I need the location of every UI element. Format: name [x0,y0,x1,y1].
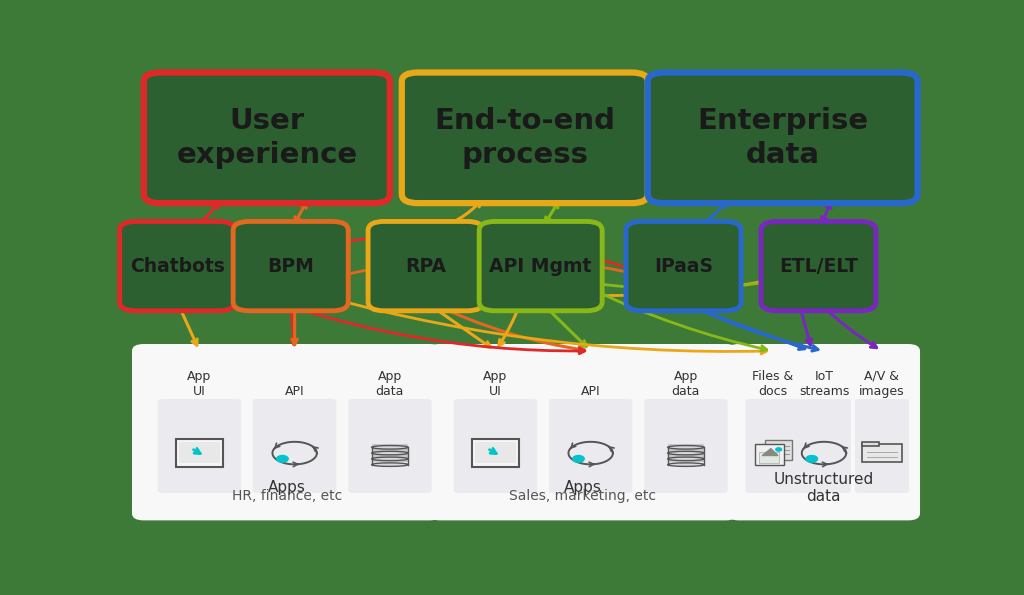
FancyBboxPatch shape [479,221,602,311]
Text: App
UI: App UI [187,369,212,397]
Bar [179,442,220,463]
FancyBboxPatch shape [454,399,538,493]
FancyBboxPatch shape [132,344,441,521]
Text: Unstructured
data: Unstructured data [773,472,873,504]
Bar [862,444,902,462]
FancyBboxPatch shape [253,399,336,493]
Text: BPM: BPM [267,256,314,275]
FancyBboxPatch shape [855,399,909,493]
Text: HR, finance, etc: HR, finance, etc [231,489,342,503]
FancyBboxPatch shape [648,73,918,203]
Text: Enterprise
data: Enterprise data [697,107,868,169]
FancyBboxPatch shape [368,221,483,311]
Ellipse shape [668,446,705,449]
Circle shape [276,456,288,462]
Bar [668,444,705,450]
Text: API: API [581,384,600,397]
Text: Sales, marketing, etc: Sales, marketing, etc [509,489,656,503]
Polygon shape [762,449,778,456]
Text: IoT
streams: IoT streams [799,369,849,397]
Bar [472,439,519,467]
Bar [668,450,705,456]
Bar [755,444,783,465]
Text: IPaaS: IPaaS [654,256,713,275]
Bar [668,456,705,462]
Ellipse shape [668,457,705,461]
FancyBboxPatch shape [401,73,648,203]
Bar [176,439,223,467]
Text: End-to-end
process: End-to-end process [434,107,615,169]
Text: App
data: App data [376,369,404,397]
FancyBboxPatch shape [644,399,728,493]
Text: Files &
docs: Files & docs [752,369,793,397]
FancyBboxPatch shape [761,221,876,311]
Bar [759,452,779,462]
Bar [372,456,409,462]
Text: API: API [285,384,304,397]
FancyBboxPatch shape [549,399,633,493]
FancyBboxPatch shape [797,399,851,493]
Bar [862,442,879,446]
Text: App
UI: App UI [483,369,508,397]
Text: Apps: Apps [564,480,602,496]
FancyBboxPatch shape [626,221,741,311]
FancyBboxPatch shape [120,221,234,311]
FancyBboxPatch shape [727,344,920,521]
Ellipse shape [668,463,705,466]
Bar [372,450,409,456]
Ellipse shape [372,463,409,466]
Circle shape [806,456,817,462]
FancyBboxPatch shape [233,221,348,311]
Ellipse shape [372,452,409,455]
Bar [765,440,793,461]
Text: ETL/ELT: ETL/ELT [779,256,858,275]
Ellipse shape [372,457,409,461]
Ellipse shape [372,446,409,449]
Text: A/V &
images: A/V & images [859,369,905,397]
Bar [372,444,409,450]
FancyBboxPatch shape [143,73,390,203]
FancyBboxPatch shape [158,399,241,493]
FancyBboxPatch shape [428,344,737,521]
Text: App
data: App data [672,369,700,397]
FancyBboxPatch shape [348,399,431,493]
Text: User
experience: User experience [176,107,357,169]
FancyBboxPatch shape [745,399,800,493]
Text: RPA: RPA [406,256,446,275]
Circle shape [776,448,781,451]
Text: Apps: Apps [268,480,305,496]
Ellipse shape [668,452,705,455]
Text: Chatbots: Chatbots [130,256,224,275]
Circle shape [572,456,585,462]
Bar [475,442,516,463]
Text: API Mgmt: API Mgmt [489,256,592,275]
